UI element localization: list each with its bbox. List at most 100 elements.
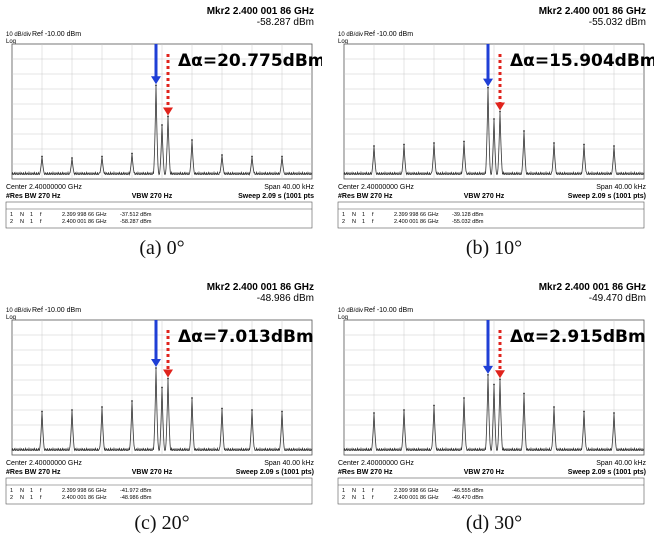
ref-level-label: Ref -10.00 dBm — [364, 31, 413, 38]
marker-row-x: 2.399 998 66 GHz — [394, 488, 439, 494]
marker-row-y: -55.032 dBm — [452, 219, 484, 225]
peak-point — [191, 139, 193, 141]
red-dashed-arrow-head — [163, 107, 173, 116]
log-label: Log — [6, 315, 16, 321]
blue-arrow-head — [483, 78, 493, 87]
rbw-label: #Res BW 270 Hz — [6, 193, 61, 200]
panel-caption: (d) 30° — [465, 512, 523, 534]
blue-arrow-head — [151, 76, 161, 85]
marker-row-number: 2 — [10, 495, 13, 501]
peak-point — [553, 142, 555, 144]
marker-table — [5, 477, 313, 505]
ref-level-label: Ref -10.00 dBm — [32, 307, 81, 314]
center-frequency-label: Center 2.40000000 GHz — [338, 184, 414, 191]
peak-point — [433, 404, 435, 407]
peak-point — [487, 374, 489, 376]
peak-point — [131, 400, 133, 402]
marker-row-trace: 1 — [362, 495, 365, 501]
sweep-label: Sweep 2.09 s (1001 pts) — [568, 193, 646, 200]
marker-row-trace: 1 — [30, 219, 33, 225]
peak-point — [167, 377, 169, 380]
marker-readout-value: -49.470 dBm — [589, 293, 646, 304]
marker-row-x: 2.399 998 66 GHz — [394, 212, 439, 218]
vbw-label: VBW 270 Hz — [132, 469, 173, 476]
spectrum-panel-1: Mkr2 2.400 001 86 GHz -58.287 dBm 10 dB/di… — [2, 2, 322, 232]
peak-point — [41, 410, 43, 413]
peak-point — [221, 154, 223, 156]
peak-point — [403, 409, 405, 411]
peak-point — [523, 130, 525, 132]
marker-row-x: 2.399 998 66 GHz — [62, 212, 107, 218]
center-frequency-label: Center 2.40000000 GHz — [338, 460, 414, 467]
rbw-label: #Res BW 270 Hz — [338, 193, 393, 200]
marker-row-number: 1 — [10, 212, 13, 218]
peak-point — [499, 378, 501, 381]
peak-point — [281, 410, 283, 413]
red-dashed-arrow-head — [163, 369, 173, 378]
marker-row-mode: N — [20, 495, 24, 501]
marker-readout-value: -58.287 dBm — [257, 17, 314, 28]
center-frequency-label: Center 2.40000000 GHz — [6, 460, 82, 467]
sweep-label: Sweep 2.09 s (1001 pts) — [568, 469, 646, 476]
peak-point — [373, 412, 375, 414]
marker-row-scale: f — [372, 495, 374, 501]
span-label: Span 40.00 kHz — [264, 184, 314, 191]
marker-readout-title: Mkr2 2.400 001 86 GHz — [539, 282, 646, 293]
marker-row-scale: f — [40, 219, 42, 225]
scale-label: 10 dB/div — [6, 32, 31, 38]
peak-point — [613, 145, 615, 147]
ref-level-label: Ref -10.00 dBm — [32, 31, 81, 38]
blue-arrow-head — [151, 359, 161, 367]
peak-point — [553, 406, 555, 408]
peak-point — [493, 118, 495, 120]
peak-point — [221, 407, 223, 410]
delta-annotation: Δα=7.013dBm — [178, 327, 314, 347]
marker-readout-value: -55.032 dBm — [589, 17, 646, 28]
span-label: Span 40.00 kHz — [596, 184, 646, 191]
marker-row-y: -41.972 dBm — [120, 488, 152, 494]
peak-point — [71, 157, 73, 159]
marker-row-scale: f — [40, 495, 42, 501]
peak-point — [403, 143, 405, 146]
marker-row-trace: 1 — [30, 488, 33, 494]
marker-row-mode: N — [20, 212, 24, 218]
delta-annotation: Δα=15.904dBm — [510, 51, 654, 71]
peak-point — [155, 367, 157, 369]
marker-table — [337, 201, 645, 229]
peak-point — [101, 155, 103, 158]
marker-row-x: 2.400 001 86 GHz — [394, 219, 439, 225]
peak-point — [167, 115, 169, 118]
marker-row-number: 2 — [10, 219, 13, 225]
vbw-label: VBW 270 Hz — [464, 193, 505, 200]
red-dashed-arrow-head — [495, 370, 505, 379]
spectrum-plot: Mkr2 2.400 001 86 GHz-49.470 dBm 10 dB/di… — [337, 282, 646, 505]
marker-row-mode: N — [20, 219, 24, 225]
spectrum-panel-3: Mkr2 2.400 001 86 GHz -48.986 dBm 10 dB/di… — [2, 278, 322, 508]
marker-row-mode: N — [352, 495, 356, 501]
marker-readout-title: Mkr2 2.400 001 86 GHz — [207, 6, 314, 17]
peak-point — [251, 409, 253, 411]
peak-point — [583, 143, 585, 146]
marker-row-number: 2 — [342, 495, 345, 501]
peak-point — [161, 386, 163, 389]
peak-point — [613, 412, 615, 414]
marker-row-mode: N — [352, 219, 356, 225]
marker-row-number: 1 — [10, 488, 13, 494]
marker-row-x: 2.400 001 86 GHz — [62, 495, 107, 501]
spectrum-plot: Mkr2 2.400 001 86 GHz-58.287 dBm 10 dB/di… — [5, 6, 322, 229]
marker-row-mode: N — [352, 212, 356, 218]
log-label: Log — [338, 39, 348, 45]
marker-readout-title: Mkr2 2.400 001 86 GHz — [207, 282, 314, 293]
marker-readout-value: -48.986 dBm — [257, 293, 314, 304]
peak-point — [71, 409, 73, 411]
peak-point — [161, 124, 163, 126]
peak-point — [463, 397, 465, 399]
marker-row-number: 1 — [342, 212, 345, 218]
peak-point — [131, 152, 133, 155]
marker-row-y: -39.128 dBm — [452, 212, 484, 218]
scale-label: 10 dB/div — [338, 308, 363, 314]
red-dashed-arrow-head — [495, 102, 505, 111]
marker-row-x: 2.400 001 86 GHz — [62, 219, 107, 225]
span-label: Span 40.00 kHz — [596, 460, 646, 467]
peak-point — [493, 383, 495, 386]
